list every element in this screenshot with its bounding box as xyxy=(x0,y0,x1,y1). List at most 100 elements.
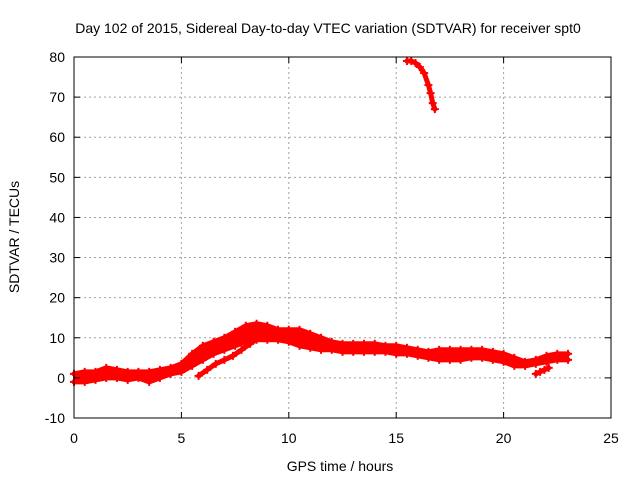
data-point xyxy=(499,357,508,366)
trace-band xyxy=(74,323,569,382)
data-point xyxy=(123,367,132,376)
data-point xyxy=(295,325,304,334)
data-point xyxy=(177,367,186,376)
data-point xyxy=(231,341,240,350)
data-point xyxy=(274,325,283,334)
data-point xyxy=(198,341,207,350)
data-point xyxy=(220,345,229,354)
data-point xyxy=(445,355,454,364)
data-point xyxy=(209,337,218,346)
y-axis-label: SDTVAR / TECUs xyxy=(6,181,22,293)
plot-frame xyxy=(73,56,612,419)
data-point xyxy=(435,345,444,354)
data-point xyxy=(426,89,435,98)
data-point xyxy=(252,319,261,328)
data-point xyxy=(102,373,111,382)
y-tick-label: 0 xyxy=(57,370,65,386)
data-point xyxy=(392,341,401,350)
data-point xyxy=(327,337,336,346)
data-point xyxy=(338,339,347,348)
x-tick-label: 20 xyxy=(496,430,512,446)
data-point xyxy=(478,353,487,362)
data-point xyxy=(381,347,390,356)
data-point xyxy=(478,345,487,354)
x-tick-label: 25 xyxy=(603,430,619,446)
y-tick-label: 10 xyxy=(49,330,65,346)
data-point xyxy=(198,355,207,364)
data-traces xyxy=(70,57,573,386)
data-point xyxy=(510,361,519,370)
data-point xyxy=(338,347,347,356)
y-tick-label: 50 xyxy=(49,169,65,185)
data-point xyxy=(284,337,293,346)
data-point xyxy=(145,377,154,386)
data-point xyxy=(540,365,549,374)
data-point xyxy=(295,341,304,350)
data-point xyxy=(263,329,272,338)
x-tick-label: 5 xyxy=(178,430,186,446)
data-point xyxy=(402,349,411,358)
data-point xyxy=(488,355,497,364)
data-point xyxy=(112,373,121,382)
x-tick-label: 0 xyxy=(70,430,78,446)
data-point xyxy=(392,349,401,358)
data-point xyxy=(317,333,326,342)
y-tick-labels: -10 0 10 20 30 40 50 60 70 80 xyxy=(45,49,65,426)
data-point xyxy=(220,355,229,364)
data-point xyxy=(536,367,545,376)
data-point xyxy=(177,359,186,368)
y-tick-label: 80 xyxy=(49,49,65,65)
data-point xyxy=(428,99,437,108)
data-point xyxy=(359,339,368,348)
data-point xyxy=(370,347,379,356)
data-point xyxy=(209,349,218,358)
data-point xyxy=(467,345,476,354)
y-tick-label: 70 xyxy=(49,89,65,105)
axis-ticks xyxy=(73,56,612,419)
series-line-3 xyxy=(533,365,552,377)
data-point xyxy=(231,327,240,336)
data-point xyxy=(306,329,315,338)
data-point xyxy=(188,361,197,370)
data-point xyxy=(420,69,429,78)
data-point xyxy=(415,63,424,72)
data-point xyxy=(456,355,465,364)
data-point xyxy=(510,353,519,362)
data-point xyxy=(155,365,164,374)
data-point xyxy=(544,363,553,372)
y-tick-label: 40 xyxy=(49,209,65,225)
data-point xyxy=(435,355,444,364)
data-point xyxy=(424,81,433,90)
y-tick-label: 30 xyxy=(49,250,65,266)
data-point xyxy=(80,367,89,376)
data-point xyxy=(274,335,283,344)
data-point xyxy=(211,359,220,368)
data-point xyxy=(445,345,454,354)
data-point xyxy=(228,351,237,360)
data-point xyxy=(91,367,100,376)
data-point xyxy=(166,369,175,378)
data-point xyxy=(145,367,154,376)
data-point xyxy=(155,373,164,382)
data-point xyxy=(521,361,530,370)
data-point xyxy=(80,377,89,386)
data-point xyxy=(284,325,293,334)
data-point xyxy=(531,369,540,378)
data-point xyxy=(306,343,315,352)
y-tick-label: 60 xyxy=(49,129,65,145)
data-point xyxy=(220,333,229,342)
data-point xyxy=(359,347,368,356)
data-point xyxy=(102,363,111,372)
data-point xyxy=(254,333,263,342)
data-point xyxy=(411,59,420,68)
data-point xyxy=(531,359,540,368)
data-point xyxy=(413,351,422,360)
data-point xyxy=(553,355,562,364)
data-point xyxy=(246,339,255,348)
data-point xyxy=(317,345,326,354)
data-point xyxy=(112,365,121,374)
data-point xyxy=(430,105,439,114)
data-point xyxy=(203,365,212,374)
data-point xyxy=(327,345,336,354)
